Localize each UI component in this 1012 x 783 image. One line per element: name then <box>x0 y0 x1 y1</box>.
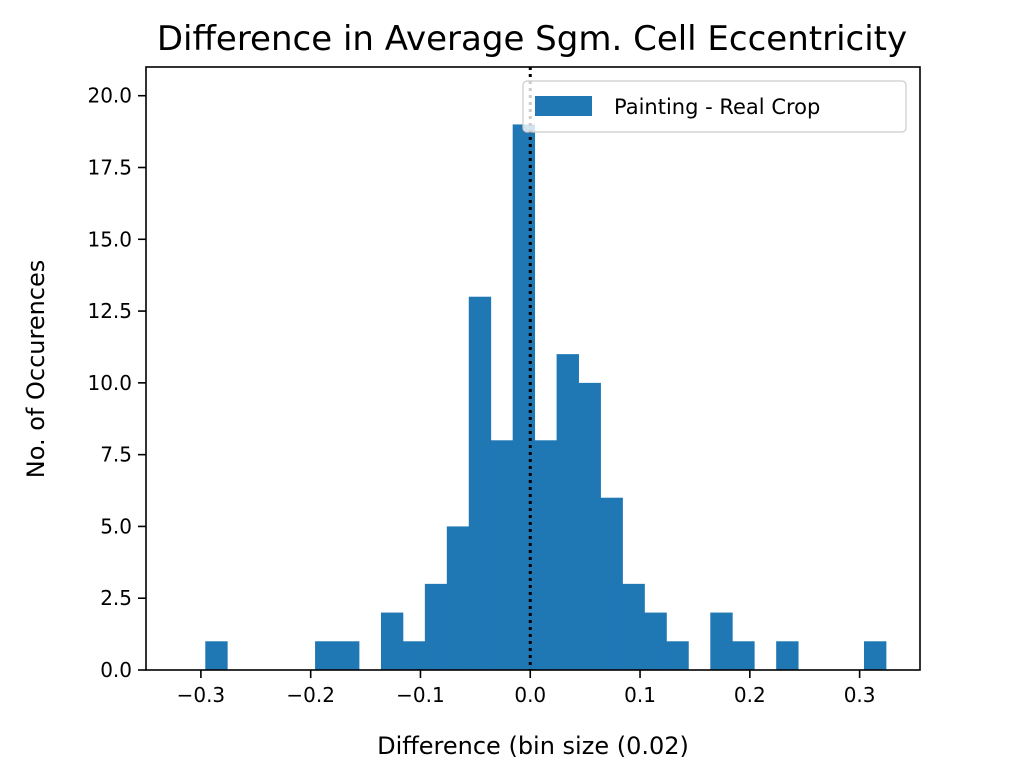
y-tick-label-6: 15.0 <box>87 227 132 251</box>
histogram-bar-17 <box>710 612 733 670</box>
histogram-bar-8 <box>490 440 514 670</box>
x-tick-label-2: −0.1 <box>396 683 445 707</box>
legend-box <box>522 80 907 133</box>
x-axis-label: Difference (bin size (0.02) <box>377 732 689 760</box>
histogram-bar-3 <box>380 612 404 670</box>
y-tick-label-1: 2.5 <box>100 586 132 610</box>
histogram-bar-14 <box>622 583 645 670</box>
x-tick-label-4: 0.1 <box>624 683 656 707</box>
y-tick-label-8: 20.0 <box>87 84 132 108</box>
histogram-bar-11 <box>556 354 579 670</box>
histogram-bar-5 <box>424 583 448 670</box>
legend-label: Painting - Real Crop <box>614 95 820 119</box>
plot-frame <box>145 66 921 671</box>
legend: Painting - Real Crop <box>522 80 907 133</box>
x-tick-label-6: 0.3 <box>844 683 876 707</box>
y-axis-label: No. of Occurences <box>22 260 50 479</box>
histogram-bar-9 <box>512 124 536 670</box>
histogram-bar-19 <box>776 641 799 670</box>
y-axis-ticks: 0.0 2.5 5.0 7.5 10.0 12.5 15.0 17.5 20.0 <box>87 84 146 682</box>
y-tick-label-2: 5.0 <box>100 514 132 538</box>
histogram-bar-6 <box>446 526 470 670</box>
y-tick-label-3: 7.5 <box>100 443 132 467</box>
histogram-bar-0 <box>205 641 228 670</box>
histogram-bar-13 <box>600 497 623 670</box>
histogram-bars <box>205 124 887 670</box>
x-tick-label-5: 0.2 <box>734 683 766 707</box>
histogram-bar-20 <box>864 641 887 670</box>
histogram-bar-18 <box>732 641 755 670</box>
histogram-bar-4 <box>402 641 426 670</box>
legend-swatch <box>535 96 592 116</box>
x-tick-label-3: 0.0 <box>514 683 546 707</box>
histogram-bar-2 <box>337 641 360 670</box>
y-tick-label-4: 10.0 <box>87 371 132 395</box>
y-tick-label-0: 0.0 <box>100 658 132 682</box>
x-tick-label-0: −0.3 <box>177 683 226 707</box>
y-tick-label-7: 17.5 <box>87 156 132 180</box>
histogram-bar-7 <box>468 296 492 670</box>
chart-title: Difference in Average Sgm. Cell Eccentri… <box>157 19 907 59</box>
x-tick-label-1: −0.2 <box>286 683 335 707</box>
histogram-bar-15 <box>644 612 667 670</box>
y-tick-label-5: 12.5 <box>87 299 132 323</box>
histogram-bar-16 <box>666 641 689 670</box>
histogram-bar-12 <box>578 382 601 670</box>
histogram-bar-1 <box>315 641 338 670</box>
histogram-bar-10 <box>534 440 558 670</box>
x-axis-ticks: −0.3 −0.2 −0.1 0.0 0.1 0.2 0.3 <box>177 670 876 707</box>
